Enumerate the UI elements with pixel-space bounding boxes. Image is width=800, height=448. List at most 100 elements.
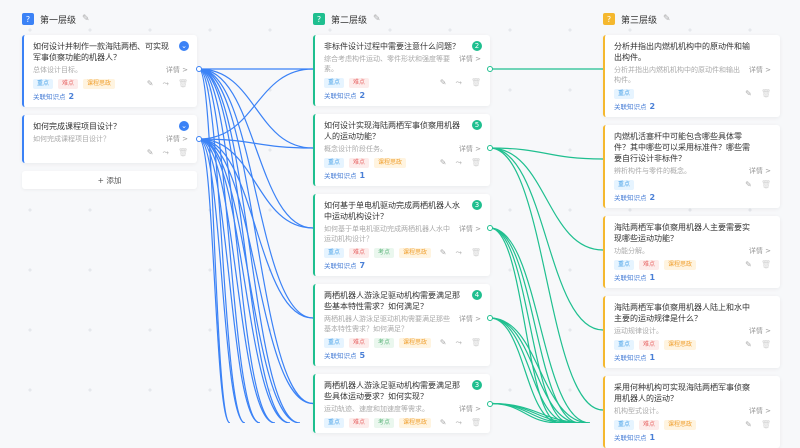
- question-card[interactable]: 内燃机活塞杆中可能包含哪些具体零件？其中哪些可以采用标准件？哪些需要自行设计非标…: [603, 125, 780, 208]
- connector-handle[interactable]: [487, 145, 493, 151]
- edit-icon[interactable]: ✎: [745, 260, 752, 269]
- edit-icon[interactable]: ✎: [439, 338, 447, 347]
- edit-title-icon[interactable]: ✎: [82, 14, 90, 24]
- edit-icon[interactable]: ✎: [439, 158, 447, 167]
- card-description: 运动轨迹、速度和加速度等需求。: [324, 405, 429, 413]
- delete-icon[interactable]: 🗑: [470, 248, 481, 257]
- link-icon[interactable]: ⤳: [455, 248, 462, 257]
- question-card[interactable]: 如何设计并制作一款海陆两栖、可实现军事侦察功能的机器人？ ⌄ 总体设计目标。 详情 >…: [22, 35, 197, 107]
- description-row: 运动规律设计。 详情 >: [614, 326, 771, 336]
- edit-icon[interactable]: ✎: [439, 78, 447, 87]
- connector-handle[interactable]: [487, 225, 493, 231]
- edit-icon[interactable]: ✎: [745, 340, 752, 349]
- link-icon[interactable]: ⤳: [162, 79, 169, 88]
- question-card[interactable]: 采用何种机构可实现海陆两栖军事侦察用机器人的运动？ 机构型式设计。 详情 > 重点 难点…: [603, 376, 780, 448]
- connector-handle[interactable]: [487, 400, 493, 407]
- edit-icon[interactable]: ✎: [745, 89, 752, 98]
- question-card[interactable]: 非标件设计过程中需要注意什么问题？ 2 综合考虑构件运动、零件形状和强度等要素。 详情…: [313, 35, 490, 106]
- question-card[interactable]: 两栖机器人游泳足驱动机构需要满足那些具体运动要求？如何实现？ 3 运动轨迹、速度和加…: [313, 374, 490, 433]
- detail-link[interactable]: 详情 >: [748, 327, 771, 335]
- related-knowledge[interactable]: 关联知识点 2: [614, 193, 771, 203]
- delete-icon[interactable]: 🗑: [470, 338, 481, 347]
- detail-link[interactable]: 详情 >: [165, 66, 188, 74]
- delete-icon[interactable]: 🗑: [470, 78, 481, 87]
- connector-handle[interactable]: [487, 315, 493, 321]
- related-label: 关联知识点: [614, 354, 647, 362]
- related-knowledge[interactable]: 关联知识点 1: [614, 273, 771, 283]
- detail-link[interactable]: 详情 >: [458, 55, 481, 63]
- question-card[interactable]: 海陆两栖军事侦察用机器人陆上和水中主要的运动规律是什么？ 运动规律设计。 详情 > 重…: [603, 296, 780, 368]
- related-count: 7: [359, 261, 366, 270]
- question-card[interactable]: 如何完成课程项目设计？ ⌄ 如何完成课程项目设计？ 详情 > ✎ ⤳ 🗑: [22, 115, 197, 163]
- card-description: 辨析构件与零件的概念。: [614, 167, 691, 175]
- connection-line: [489, 227, 561, 423]
- related-knowledge[interactable]: 关联知识点 1: [614, 353, 771, 363]
- related-knowledge[interactable]: 关联知识点 2: [614, 102, 771, 112]
- related-knowledge[interactable]: 关联知识点 1: [324, 171, 481, 181]
- question-card[interactable]: 如何设计实现海陆两栖军事侦察用机器人的运动功能？ 5 概念设计阶段任务。 详情 > 重点…: [313, 114, 490, 186]
- related-knowledge[interactable]: 关联知识点 1: [614, 433, 771, 443]
- child-count-badge: 2: [472, 41, 482, 51]
- edit-icon[interactable]: ✎: [146, 148, 154, 157]
- detail-link[interactable]: 详情 >: [458, 145, 481, 153]
- card-description: 综合考虑构件运动、零件形状和强度等要素。: [324, 55, 450, 73]
- link-icon[interactable]: ⤳: [455, 338, 462, 347]
- edit-title-icon[interactable]: ✎: [663, 14, 671, 24]
- tag-action-row: 重点 ✎ 🗑: [614, 89, 771, 99]
- connector-handle[interactable]: [196, 136, 202, 142]
- link-icon[interactable]: ⤳: [162, 148, 169, 157]
- edit-icon[interactable]: ✎: [146, 79, 154, 88]
- edit-icon[interactable]: ✎: [439, 418, 447, 427]
- detail-link[interactable]: 详情 >: [165, 135, 188, 143]
- detail-link[interactable]: 详情 >: [458, 315, 481, 323]
- tag: 难点: [639, 420, 660, 430]
- tag: 考点: [374, 338, 395, 348]
- question-card[interactable]: 两栖机器人游泳足驱动机构需要满足那些基本特性需求？如何满足？ 4 两栖机器人游泳足驱…: [313, 284, 490, 366]
- connector-handle[interactable]: [196, 66, 202, 72]
- delete-icon[interactable]: 🗑: [177, 79, 188, 88]
- question-card[interactable]: 如何基于单电机驱动完成两栖机器人水中运动机构设计？ 3 如何基于单电机驱动完成两栖机…: [313, 194, 490, 276]
- tag: 重点: [324, 248, 345, 258]
- detail-link[interactable]: 详情 >: [748, 167, 771, 175]
- connection-line: [198, 68, 276, 423]
- expand-icon[interactable]: ⌄: [179, 41, 189, 51]
- edit-icon[interactable]: ✎: [745, 420, 752, 429]
- link-icon[interactable]: ⤳: [455, 78, 462, 87]
- related-knowledge[interactable]: 关联知识点 2: [324, 91, 481, 101]
- tag: 难点: [349, 418, 370, 428]
- card-actions: ✎ ⤳ 🗑: [147, 79, 188, 89]
- edit-title-icon[interactable]: ✎: [373, 14, 381, 24]
- expand-icon[interactable]: ⌄: [179, 121, 189, 131]
- delete-icon[interactable]: 🗑: [760, 180, 771, 189]
- delete-icon[interactable]: 🗑: [760, 340, 771, 349]
- delete-icon[interactable]: 🗑: [760, 89, 771, 98]
- edit-icon[interactable]: ✎: [745, 180, 752, 189]
- connection-line: [198, 68, 314, 229]
- delete-icon[interactable]: 🗑: [760, 260, 771, 269]
- related-knowledge[interactable]: 关联知识点 2: [33, 92, 188, 102]
- related-knowledge[interactable]: 关联知识点 7: [324, 261, 481, 271]
- detail-link[interactable]: 详情 >: [748, 66, 771, 74]
- connection-line: [198, 138, 231, 423]
- question-card[interactable]: 海陆两栖军事侦察用机器人主要需要实现哪些运动功能？ 功能分解。 详情 > 重点 难点 课程…: [603, 216, 780, 288]
- detail-link[interactable]: 详情 >: [748, 247, 771, 255]
- delete-icon[interactable]: 🗑: [760, 420, 771, 429]
- delete-icon[interactable]: 🗑: [470, 158, 481, 167]
- detail-link[interactable]: 详情 >: [458, 405, 481, 413]
- question-card[interactable]: 分析并指出内燃机机构中的原动件和输出构件。 分析并指出内燃机机构中的原动件和输出构…: [603, 35, 780, 117]
- connector-handle[interactable]: [487, 66, 493, 72]
- delete-icon[interactable]: 🗑: [470, 418, 481, 427]
- edit-icon[interactable]: ✎: [439, 248, 447, 257]
- card-description: 两栖机器人游泳足驱动机构需要满足那些基本特性需求？如何满足？: [324, 315, 450, 333]
- detail-link[interactable]: 详情 >: [458, 225, 481, 233]
- link-icon[interactable]: ⤳: [455, 158, 462, 167]
- detail-link[interactable]: 详情 >: [748, 407, 771, 415]
- add-button[interactable]: + 添加: [22, 171, 197, 189]
- description-row: 辨析构件与零件的概念。 详情 >: [614, 166, 771, 176]
- tag-action-row: 重点 难点 考点 课程思政 ✎ ⤳ 🗑: [324, 248, 481, 258]
- description-row: 分析并指出内燃机机构中的原动件和输出构件。 详情 >: [614, 65, 771, 85]
- link-icon[interactable]: ⤳: [455, 418, 462, 427]
- related-knowledge[interactable]: 关联知识点 5: [324, 351, 481, 361]
- delete-icon[interactable]: 🗑: [177, 148, 188, 157]
- tag: 重点: [614, 89, 635, 99]
